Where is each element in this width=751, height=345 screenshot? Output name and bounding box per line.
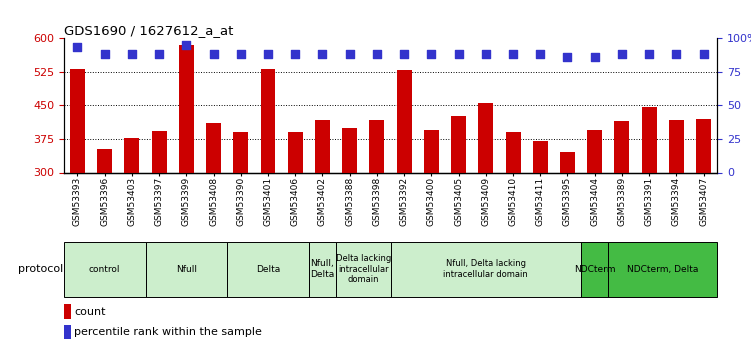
Point <box>180 42 192 48</box>
Point <box>98 51 110 57</box>
Point <box>507 51 519 57</box>
Point <box>344 51 356 57</box>
Text: Delta lacking
intracellular
domain: Delta lacking intracellular domain <box>336 254 391 284</box>
Bar <box>64 243 146 297</box>
Bar <box>369 120 385 172</box>
Bar <box>64 304 71 319</box>
Bar <box>669 120 684 172</box>
Point <box>235 51 247 57</box>
Bar <box>560 152 575 172</box>
Text: count: count <box>74 307 106 317</box>
Bar <box>397 70 412 172</box>
Text: NDCterm, Delta: NDCterm, Delta <box>627 265 698 274</box>
Point <box>316 51 328 57</box>
Point <box>425 51 437 57</box>
Bar <box>146 243 227 297</box>
Bar <box>451 117 466 172</box>
Bar <box>391 243 581 297</box>
Point <box>698 51 710 57</box>
Bar <box>696 119 711 172</box>
Bar <box>64 325 71 339</box>
Bar <box>97 149 112 172</box>
Point <box>126 51 138 57</box>
Point <box>643 51 655 57</box>
Text: control: control <box>89 265 120 274</box>
Bar <box>505 132 520 172</box>
Point <box>289 51 301 57</box>
Bar <box>70 69 85 172</box>
Text: NDCterm: NDCterm <box>574 265 616 274</box>
Bar <box>315 120 330 172</box>
Bar <box>608 243 717 297</box>
Point <box>398 51 410 57</box>
Bar <box>179 45 194 172</box>
Point <box>589 54 601 60</box>
Text: Nfull: Nfull <box>176 265 197 274</box>
Bar <box>152 131 167 172</box>
Bar <box>478 103 493 172</box>
Point <box>262 51 274 57</box>
Text: Delta: Delta <box>256 265 280 274</box>
Bar <box>309 243 336 297</box>
Point <box>671 51 683 57</box>
Bar <box>336 243 391 297</box>
Point <box>207 51 219 57</box>
Bar <box>614 121 629 172</box>
Point <box>71 45 83 50</box>
Bar <box>581 243 608 297</box>
Text: Nfull, Delta lacking
intracellular domain: Nfull, Delta lacking intracellular domai… <box>443 259 528 279</box>
Bar <box>125 138 140 172</box>
Point <box>453 51 465 57</box>
Text: percentile rank within the sample: percentile rank within the sample <box>74 327 262 337</box>
Point <box>480 51 492 57</box>
Bar <box>342 128 357 172</box>
Bar <box>424 130 439 172</box>
Bar <box>227 243 309 297</box>
Text: protocol: protocol <box>18 264 63 274</box>
Text: Nfull,
Delta: Nfull, Delta <box>310 259 335 279</box>
Point <box>371 51 383 57</box>
Bar <box>261 69 276 172</box>
Point <box>153 51 165 57</box>
Point <box>562 54 574 60</box>
Point <box>616 51 628 57</box>
Bar <box>234 132 249 172</box>
Bar <box>206 123 221 172</box>
Bar <box>641 107 656 172</box>
Bar <box>288 132 303 172</box>
Text: GDS1690 / 1627612_a_at: GDS1690 / 1627612_a_at <box>64 24 234 37</box>
Bar <box>587 130 602 172</box>
Point <box>534 51 546 57</box>
Bar <box>532 141 547 172</box>
